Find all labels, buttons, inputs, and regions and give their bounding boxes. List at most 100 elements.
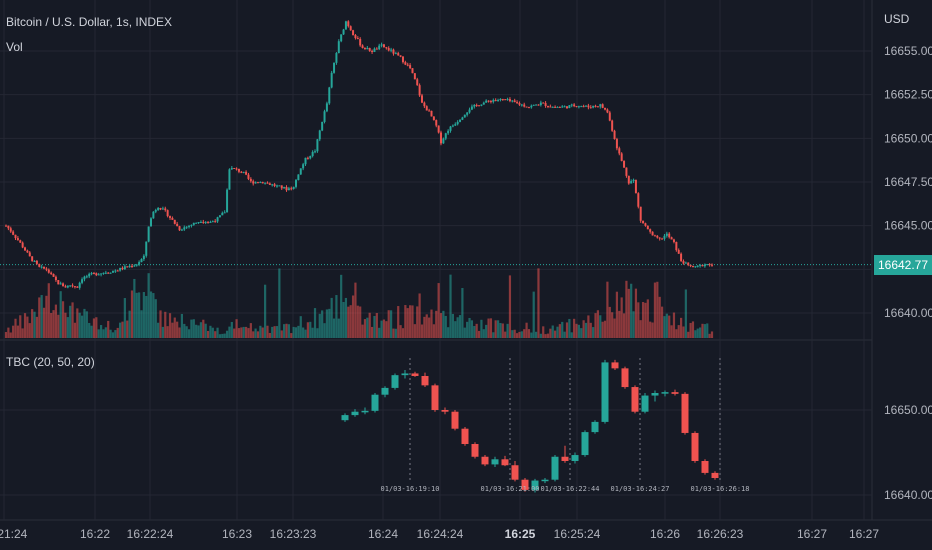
indicator-candle: [461, 428, 469, 444]
volume-bar: [561, 321, 564, 338]
volume-bar: [387, 310, 390, 338]
price-candle: [625, 167, 628, 176]
volume-bar: [634, 288, 638, 338]
volume-bar: [432, 324, 435, 338]
price-candle: [157, 208, 160, 210]
price-candle: [188, 225, 191, 227]
volume-bar: [107, 320, 110, 338]
x-tick-2: 16:22:24: [127, 527, 174, 541]
price-candle: [368, 47, 371, 51]
price-candle: [454, 124, 457, 126]
volume-bar: [154, 299, 157, 338]
price-candle: [221, 212, 224, 216]
volume-bar: [190, 319, 193, 338]
price-candle: [259, 182, 262, 184]
volume-bar: [665, 313, 668, 338]
price-candle: [658, 237, 661, 239]
volume-bar: [95, 317, 98, 338]
y-tick-ind-1: 16650.00: [884, 403, 932, 417]
price-candle: [347, 21, 350, 27]
volume-bar: [302, 327, 305, 338]
volume-bar: [470, 320, 474, 338]
price-candle: [696, 265, 699, 267]
price-candle: [406, 64, 409, 66]
indicator-candle: [651, 393, 659, 396]
volume-bar: [142, 292, 145, 338]
price-candle: [394, 53, 397, 55]
price-candle: [183, 227, 186, 230]
price-candle: [549, 106, 552, 108]
price-candle: [480, 104, 483, 106]
price-candle: [154, 209, 157, 212]
price-candle: [440, 132, 443, 144]
price-candle: [565, 106, 568, 109]
symbol-title[interactable]: Bitcoin / U.S. Dollar, 1s, INDEX: [6, 15, 173, 29]
volume-bar: [641, 302, 645, 338]
indicator-candle: [571, 455, 579, 461]
price-candle: [639, 206, 642, 221]
volume-bar: [625, 280, 628, 338]
price-candles[interactable]: [5, 20, 713, 290]
price-candle: [413, 73, 416, 80]
volume-bar: [544, 334, 547, 338]
volume-bar: [340, 274, 343, 338]
indicator-candle: [541, 479, 549, 482]
price-candle: [601, 104, 604, 108]
volume-bar: [157, 322, 160, 338]
volume-bar: [606, 281, 609, 338]
volume-bar: [370, 326, 374, 338]
indicator-candle: [591, 421, 599, 433]
volume-bar: [703, 324, 706, 338]
indicator-candle: [661, 392, 669, 394]
price-candle: [527, 107, 530, 109]
price-candle: [190, 224, 193, 226]
volume-bar: [485, 324, 488, 338]
price-candle: [306, 157, 309, 159]
volume-bar: [183, 323, 186, 338]
price-candle: [240, 171, 243, 173]
volume-bar: [515, 333, 519, 338]
volume-bar: [311, 327, 314, 338]
price-candle: [292, 186, 295, 189]
volume-legend[interactable]: Vol: [6, 40, 23, 54]
volume-bar: [180, 313, 184, 338]
price-candle: [14, 234, 17, 239]
indicator-candle: [581, 432, 589, 456]
volume-bar: [418, 293, 421, 338]
price-candle: [24, 247, 27, 251]
volume-bar: [513, 329, 516, 338]
volume-bar: [23, 313, 27, 338]
volume-bar: [323, 323, 326, 338]
indicator-candles[interactable]: 01/03-16:19:10 01/03-16:21:00 01/03-16:22:…: [341, 358, 750, 493]
volume-bar: [152, 293, 155, 338]
price-candle: [59, 283, 62, 285]
volume-bar: [394, 328, 397, 338]
volume-bar: [99, 325, 103, 338]
indicator-candle: [631, 387, 639, 412]
indicator-date-label: 01/03-16:21:00: [480, 485, 539, 493]
price-candle: [637, 193, 640, 207]
price-candle: [340, 34, 343, 42]
volume-bar: [630, 283, 633, 338]
volume-bar: [549, 328, 552, 338]
price-candle: [482, 102, 485, 105]
price-candle: [325, 103, 328, 112]
price-candle: [532, 104, 535, 106]
volume-bar: [104, 327, 107, 338]
volume-bar: [7, 327, 10, 338]
price-candle: [535, 104, 538, 106]
price-candle: [73, 286, 76, 288]
volume-bar: [178, 327, 181, 338]
price-candle: [252, 181, 255, 184]
price-candle: [430, 110, 433, 117]
indicator-candle: [641, 395, 649, 412]
indicator-candle: [381, 387, 389, 395]
volume-bar: [437, 283, 440, 338]
price-candle: [247, 174, 250, 179]
volume-bar: [275, 326, 279, 338]
volume-bar: [12, 325, 15, 338]
currency-label[interactable]: USD: [884, 12, 910, 26]
indicator-legend[interactable]: TBC (20, 50, 20): [6, 355, 95, 369]
